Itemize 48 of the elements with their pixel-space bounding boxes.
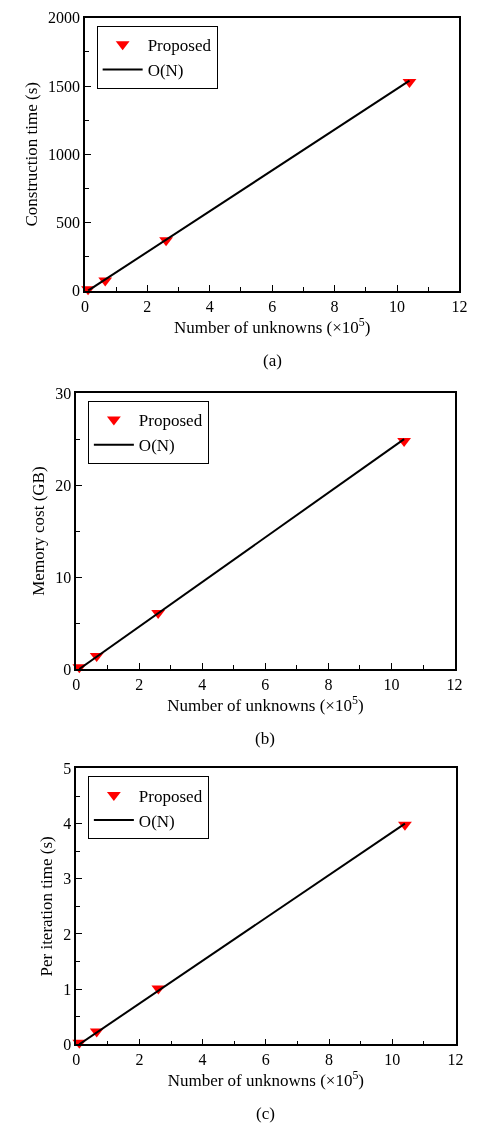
y-tick-label: 2 (63, 925, 72, 943)
y-tick-label: 30 (55, 384, 72, 402)
y-tick-label: 1 (63, 980, 72, 998)
y-tick-label: 4 (63, 815, 72, 833)
x-tick-label: 8 (325, 1051, 334, 1069)
y-axis-title: Per iteration time (s) (37, 836, 57, 977)
text: (a) (263, 351, 282, 370)
y-tick-label: 1000 (47, 145, 80, 163)
x-tick-label: 12 (447, 1051, 464, 1069)
legend-label: Proposed (147, 35, 212, 55)
text: (c) (256, 1104, 275, 1123)
legend-label: Proposed (138, 411, 203, 431)
y-tick-label: 2000 (47, 9, 80, 27)
y-tick-label: 500 (55, 214, 80, 232)
y-tick-label: 5 (63, 760, 72, 778)
x-tick-label: 4 (198, 1051, 207, 1069)
y-tick-label: 0 (63, 1035, 72, 1053)
x-tick-label: 10 (383, 675, 400, 693)
x-tick-label: 8 (330, 297, 339, 315)
x-tick-label: 10 (389, 297, 406, 315)
x-tick-label: 4 (205, 297, 214, 315)
y-tick-label: 0 (71, 282, 80, 300)
x-tick-label: 10 (384, 1051, 401, 1069)
y-tick-label: 10 (55, 568, 72, 586)
text: (b) (255, 729, 275, 748)
y-tick-label: 3 (63, 870, 72, 888)
y-tick-label: 20 (55, 476, 72, 494)
x-tick-label: 12 (451, 297, 468, 315)
y-axis-title: Construction time (s) (22, 82, 42, 227)
x-tick-label: 6 (261, 1051, 270, 1069)
x-tick-label: 6 (261, 675, 270, 693)
x-tick-label: 2 (135, 675, 144, 693)
x-tick-label: 6 (268, 297, 277, 315)
y-axis-title: Memory cost (GB) (29, 466, 49, 596)
y-tick-label: 1500 (47, 77, 80, 95)
x-axis-title: Number of unknowns (×10$^{5}$) (167, 1068, 365, 1091)
x-tick-label: 2 (143, 297, 152, 315)
x-tick-label: 12 (446, 675, 463, 693)
legend-label: O(N) (138, 811, 175, 831)
x-tick-label: 8 (324, 675, 333, 693)
legend-label: Proposed (138, 786, 203, 806)
x-tick-label: 4 (198, 675, 207, 693)
legend-label: O(N) (138, 436, 175, 456)
x-tick-label: 2 (135, 1051, 144, 1069)
y-tick-label: 0 (63, 660, 72, 678)
x-axis-title: Number of unknowns (×10$^{5}$) (167, 692, 364, 716)
x-axis-title: Number of unknowns (×10$^{5}$) (173, 314, 371, 337)
legend-label: O(N) (147, 61, 184, 81)
